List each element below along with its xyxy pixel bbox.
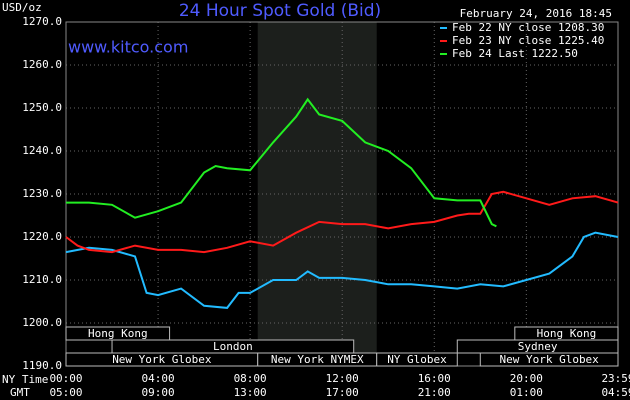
x-tick-label: 12:00 <box>326 372 359 385</box>
x2-tick-label: 04:59 <box>601 386 630 399</box>
session-band <box>479 352 619 367</box>
session-label: Hong Kong <box>88 327 148 340</box>
x-tick-label: 00:00 <box>49 372 82 385</box>
session-label: New York Globex <box>499 353 599 366</box>
series-line <box>65 231 619 309</box>
series-line <box>65 190 619 254</box>
x2-tick-label: 05:00 <box>49 386 82 399</box>
x-axis-label: NY Time <box>2 373 48 386</box>
session-label: New York NYMEX <box>271 353 364 366</box>
y-tick-label: 1260.0 <box>22 58 62 71</box>
session-label: Hong Kong <box>537 327 597 340</box>
y-tick-label: 1210.0 <box>22 273 62 286</box>
x-tick-label: 23:59 <box>601 372 630 385</box>
legend-label: Feb 23 NY close 1225.40 <box>452 34 604 47</box>
y-tick-label: 1220.0 <box>22 230 62 243</box>
x-tick-label: 04:00 <box>142 372 175 385</box>
chart-date: February 24, 2016 18:45 <box>460 7 612 20</box>
y-tick-label: 1190.0 <box>22 359 62 372</box>
session-label: NY Globex <box>387 353 447 366</box>
x-tick-label: 20:00 <box>510 372 543 385</box>
y-axis-label: USD/oz <box>2 1 42 14</box>
y-tick-label: 1250.0 <box>22 101 62 114</box>
y-tick-label: 1270.0 <box>22 15 62 28</box>
source: www.kitco.com <box>68 38 188 57</box>
y-tick-label: 1240.0 <box>22 144 62 157</box>
x2-tick-label: 17:00 <box>326 386 359 399</box>
x-tick-label: 16:00 <box>418 372 451 385</box>
chart-title: 24 Hour Spot Gold (Bid) <box>179 1 381 21</box>
x2-tick-label: 13:00 <box>234 386 267 399</box>
x2-tick-label: 09:00 <box>142 386 175 399</box>
session-band <box>376 352 458 367</box>
x2-axis-label: GMT <box>10 386 30 399</box>
session-label: London <box>213 340 253 353</box>
x2-tick-label: 21:00 <box>418 386 451 399</box>
session-shade <box>257 22 377 366</box>
series-line <box>66 97 497 228</box>
legend-label: Feb 22 NY close 1208.30 <box>452 21 604 34</box>
legend-label: Feb 24 Last 1222.50 <box>452 47 578 60</box>
session-label: New York Globex <box>112 353 212 366</box>
y-tick-label: 1230.0 <box>22 187 62 200</box>
session-label: Sydney <box>518 340 558 353</box>
x-tick-label: 08:00 <box>234 372 267 385</box>
x2-tick-label: 01:00 <box>510 386 543 399</box>
y-tick-label: 1200.0 <box>22 316 62 329</box>
